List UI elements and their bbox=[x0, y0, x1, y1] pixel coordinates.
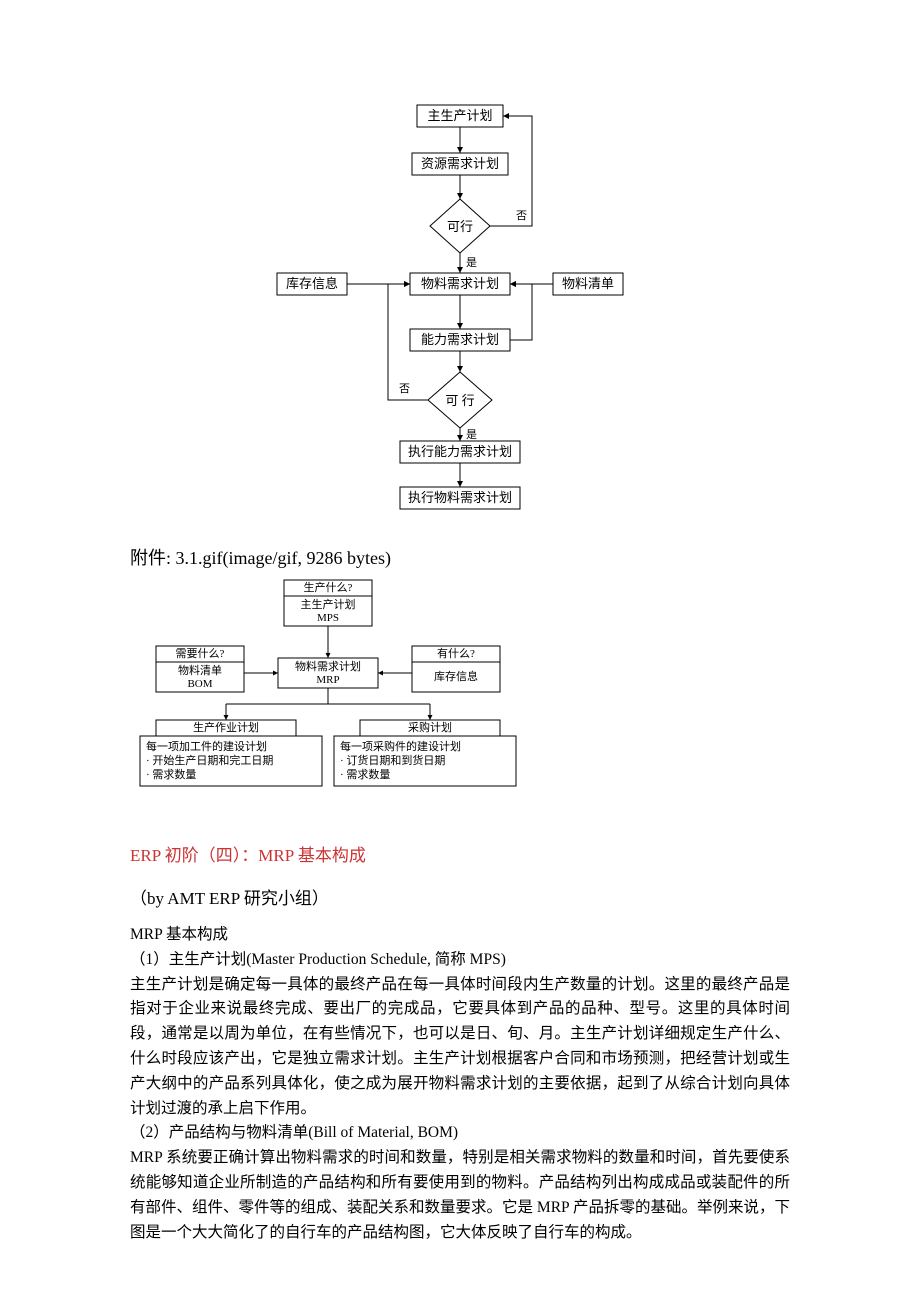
body-h3: （2）产品结构与物料清单(Bill of Material, BOM) bbox=[130, 1121, 790, 1146]
body-h2: （1）主生产计划(Master Production Schedule, 简称 … bbox=[130, 948, 790, 973]
d2-mrp-l1: 物料需求计划 bbox=[295, 659, 361, 673]
d1-rrp: 资源需求计划 bbox=[421, 156, 499, 171]
d2-bom-l1: 物料清单 bbox=[178, 663, 222, 677]
d1-emrp: 执行物料需求计划 bbox=[408, 490, 512, 505]
body-p2: MRP 系统要正确计算出物料需求的时间和数量，特别是相关需求物料的数量和时间，首… bbox=[130, 1146, 790, 1245]
d2-left3: · 需求数量 bbox=[146, 768, 196, 781]
flowchart-mrp-planning: 主生产计划 资源需求计划 物料需求计划 库存信息 物料清单 能力需求计划 执行能… bbox=[130, 100, 790, 520]
d2-bom-l2: BOM bbox=[187, 678, 212, 690]
flowchart-mrp-bom: 生产什么? 主生产计划 MPS 需要什么? 物料清单 BOM 有什么? 库存信息… bbox=[138, 578, 790, 823]
body-h1: MRP 基本构成 bbox=[130, 923, 790, 948]
d2-prodq: 生产作业计划 bbox=[193, 720, 259, 734]
d1-mrp: 物料需求计划 bbox=[421, 276, 499, 291]
body-p1: 主生产计划是确定每一具体的最终产品在每一具体时间段内生产数量的计划。这里的最终产… bbox=[130, 973, 790, 1122]
d2-mrp-l2: MRP bbox=[316, 674, 339, 686]
d2-right3: · 需求数量 bbox=[340, 768, 390, 781]
d2-left1: 每一项加工件的建设计划 bbox=[146, 739, 267, 753]
d2-purchq: 采购计划 bbox=[408, 720, 452, 734]
d1-dec2: 可 行 bbox=[445, 393, 474, 408]
d2-mps-l1: 主生产计划 bbox=[301, 597, 356, 611]
d1-dec2-no: 否 bbox=[399, 383, 410, 395]
d2-right1: 每一项采购件的建设计划 bbox=[340, 739, 461, 753]
d2-topq: 生产什么? bbox=[304, 580, 353, 594]
d2-left2: · 开始生产日期和完工日期 bbox=[146, 753, 273, 767]
diagram1-svg: 主生产计划 资源需求计划 物料需求计划 库存信息 物料清单 能力需求计划 执行能… bbox=[270, 100, 650, 520]
d1-mps: 主生产计划 bbox=[427, 108, 492, 123]
d2-mps-l2: MPS bbox=[317, 612, 339, 624]
d1-crp: 能力需求计划 bbox=[421, 332, 499, 347]
d1-dec1-no: 否 bbox=[516, 210, 527, 222]
attachment-text: 附件: 3.1.gif(image/gif, 9286 bytes) bbox=[130, 544, 790, 570]
d1-dec2-yes: 是 bbox=[466, 428, 477, 441]
d1-inv: 库存信息 bbox=[286, 276, 338, 291]
d2-right2: · 订货日期和到货日期 bbox=[340, 753, 445, 767]
d2-leftq: 需要什么? bbox=[176, 647, 225, 660]
section-subtitle: （by AMT ERP 研究小组） bbox=[130, 884, 790, 909]
diagram2-svg: 生产什么? 主生产计划 MPS 需要什么? 物料清单 BOM 有什么? 库存信息… bbox=[138, 578, 558, 818]
section-title: ERP 初阶（四）：MRP 基本构成 bbox=[130, 841, 790, 866]
d1-dec1-yes: 是 bbox=[466, 256, 477, 269]
d1-bom: 物料清单 bbox=[562, 276, 614, 291]
d2-rightq: 有什么? bbox=[437, 646, 475, 660]
d1-dec1: 可行 bbox=[447, 219, 473, 234]
d2-inv: 库存信息 bbox=[434, 669, 478, 683]
d1-ecrp: 执行能力需求计划 bbox=[408, 444, 512, 459]
